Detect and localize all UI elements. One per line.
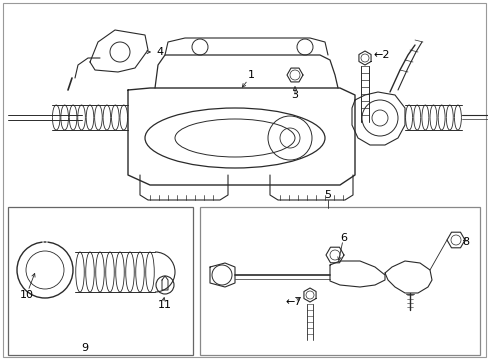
- Text: 4: 4: [156, 47, 163, 57]
- Text: 3: 3: [291, 90, 298, 100]
- Bar: [8, 207, 193, 355]
- Bar: [200, 207, 479, 355]
- Text: 6: 6: [339, 233, 346, 243]
- Text: 5: 5: [324, 190, 331, 200]
- Text: 1: 1: [247, 70, 254, 80]
- Text: ←2: ←2: [372, 50, 389, 60]
- Text: 8: 8: [461, 237, 468, 247]
- Text: 9: 9: [81, 343, 88, 353]
- Text: 10: 10: [20, 290, 34, 300]
- Text: 11: 11: [158, 300, 172, 310]
- Text: ←7: ←7: [285, 297, 302, 307]
